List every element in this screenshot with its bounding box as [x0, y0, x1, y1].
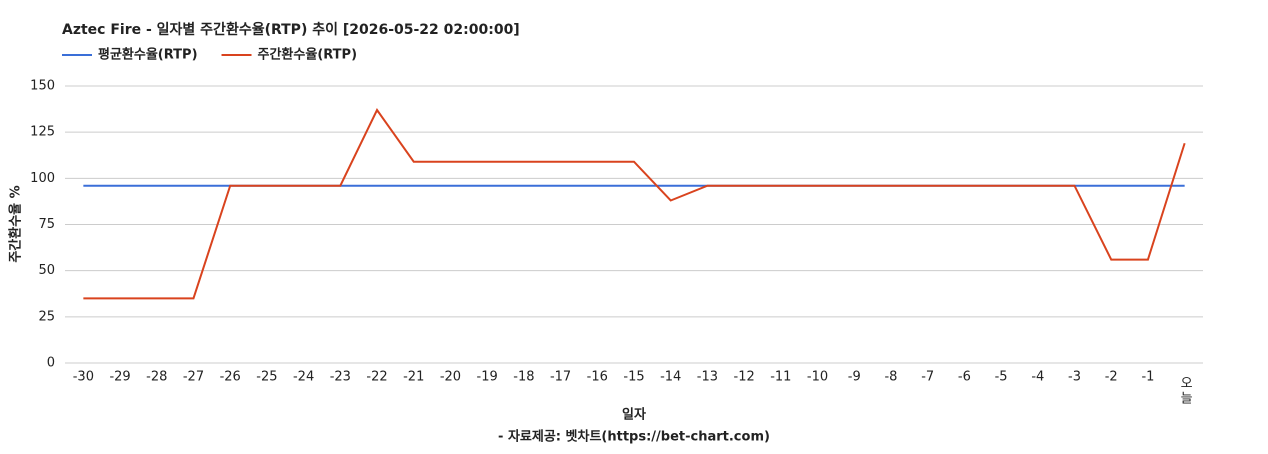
x-tick-label: -28 [146, 370, 167, 385]
y-tick-label: 150 [30, 79, 55, 94]
x-tick-label: -21 [403, 370, 424, 385]
x-tick-label: -24 [293, 370, 314, 385]
x-tick-label: -17 [550, 370, 571, 385]
x-tick-label: -23 [330, 370, 351, 385]
chart-title: Aztec Fire - 일자별 주간환수율(RTP) 추이 [2026-05-… [62, 21, 520, 38]
x-tick-label: 오늘 [1177, 376, 1192, 406]
x-axis-label: 일자 [622, 408, 646, 423]
x-tick-label: -14 [660, 370, 681, 385]
x-tick-label: -29 [109, 370, 130, 385]
x-tick-label: -5 [995, 370, 1008, 385]
y-tick-label: 100 [30, 171, 55, 186]
legend-label: 주간환수율(RTP) [258, 47, 358, 63]
y-tick-label: 75 [38, 217, 55, 232]
x-tick-label: -6 [958, 370, 971, 385]
x-tick-label: -25 [256, 370, 277, 385]
x-tick-label: -9 [848, 370, 861, 385]
x-tick-label: -19 [477, 370, 498, 385]
x-tick-label: -15 [623, 370, 644, 385]
x-tick-label: -27 [183, 370, 204, 385]
legend-label: 평균환수율(RTP) [98, 47, 198, 63]
x-tick-label: -1 [1141, 370, 1154, 385]
y-tick-label: 25 [38, 309, 55, 324]
x-tick-label: -12 [734, 370, 755, 385]
x-tick-label: -8 [884, 370, 897, 385]
x-tick-label: -20 [440, 370, 461, 385]
x-tick-label: -18 [513, 370, 534, 385]
x-tick-label: -7 [921, 370, 934, 385]
x-tick-label: -22 [366, 370, 387, 385]
series-line [83, 108, 1186, 300]
source-note: - 자료제공: 벳차트(https://bet-chart.com) [498, 429, 770, 445]
y-tick-label: 125 [30, 125, 55, 140]
y-axis-label: 주간환수율 % [8, 185, 24, 262]
y-tick-label: 50 [38, 263, 55, 278]
x-tick-label: -13 [697, 370, 718, 385]
x-tick-label: -4 [1031, 370, 1044, 385]
x-tick-label: -26 [220, 370, 241, 385]
x-tick-label: -2 [1105, 370, 1118, 385]
y-tick-label: 0 [47, 356, 55, 371]
x-tick-label: -16 [587, 370, 608, 385]
x-tick-label: -11 [770, 370, 791, 385]
x-tick-label: -30 [73, 370, 94, 385]
x-tick-label: -3 [1068, 370, 1081, 385]
x-tick-label: -10 [807, 370, 828, 385]
